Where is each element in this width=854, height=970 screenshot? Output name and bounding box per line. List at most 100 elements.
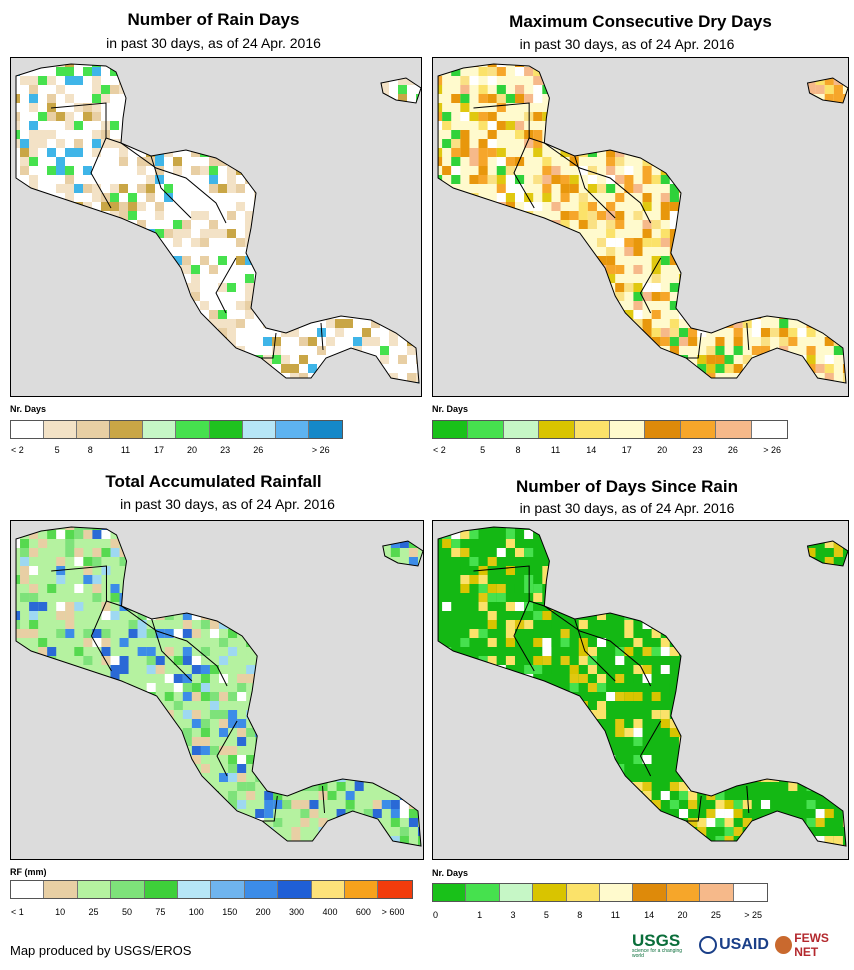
legend-swatch — [666, 884, 701, 901]
legend-ticks: < 2 5 8 11 17 20 23 26 > 26 — [10, 445, 341, 457]
panel-total-rainfall: Total Accumulated Rainfall in past 30 da… — [0, 470, 427, 930]
legend-tick-label: 17 — [153, 445, 164, 455]
panel-subtitle: in past 30 days, as of 24 Apr. 2016 — [519, 500, 735, 516]
boundary-line — [322, 785, 326, 814]
boundary-line — [216, 720, 238, 777]
legend-tick-label: 50 — [121, 907, 132, 917]
legend-tick-label: 11 — [550, 445, 561, 455]
legend-tick-label: > 600 — [381, 907, 405, 917]
land-area — [438, 527, 846, 846]
legend-tick-label: 11 — [610, 910, 621, 920]
legend-tick-label: 0 — [433, 910, 439, 920]
boundary-line — [686, 795, 702, 822]
map-max-dry-days[interactable] — [432, 57, 849, 397]
legend-tick-label: 3 — [510, 910, 516, 920]
legend-swatch — [44, 881, 78, 898]
legend-tick-label: > 26 — [763, 445, 782, 455]
legend-swatch — [716, 421, 752, 438]
legend-tick-label: 10 — [55, 907, 66, 917]
panel-subtitle: in past 30 days, as of 24 Apr. 2016 — [120, 496, 335, 512]
boundary-line — [90, 600, 112, 672]
map-frame — [437, 526, 848, 847]
legend-tick-label: 23 — [220, 445, 231, 455]
map-rain-days[interactable] — [10, 57, 422, 397]
legend-tick-label: 300 — [289, 907, 305, 917]
usaid-seal-icon — [699, 936, 718, 954]
land-area — [16, 527, 421, 846]
map-total-rainfall[interactable] — [10, 520, 424, 860]
legend-tick-label: 400 — [322, 907, 338, 917]
legend-swatch — [468, 421, 504, 438]
fews-net-logo[interactable]: FEWS NET — [774, 931, 854, 959]
boundary-line — [120, 142, 227, 224]
legend-units: Nr. Days — [10, 404, 47, 414]
boundary-line — [574, 618, 616, 682]
legend-swatch — [633, 884, 667, 901]
legend-swatch — [503, 421, 540, 438]
legend-tick-label: 1 — [477, 910, 483, 920]
boundary-line — [686, 332, 702, 359]
fews-seal-icon — [774, 936, 793, 954]
legend-tick-label: 25 — [88, 907, 99, 917]
panel-title: Maximum Consecutive Dry Days — [509, 12, 772, 31]
legend-tick-label: < 2 — [11, 445, 24, 455]
legend-swatch — [311, 881, 346, 898]
legend-swatch — [209, 421, 243, 438]
legend-tick-label: 8 — [87, 445, 93, 455]
legend-swatch — [242, 421, 276, 438]
legend-tick-label: 150 — [222, 907, 238, 917]
boundary-line — [50, 102, 122, 144]
legend-swatch — [176, 421, 210, 438]
legend-swatch — [599, 884, 634, 901]
boundary-line — [513, 137, 535, 209]
usgs-logo[interactable]: USGS science for a changing world — [632, 932, 693, 959]
legend-tick-label: 200 — [255, 907, 271, 917]
legend-swatch — [143, 421, 177, 438]
legend-tick-label: < 1 — [11, 907, 24, 917]
legend-swatch — [11, 421, 45, 438]
legend-swatch — [751, 421, 787, 438]
legend-swatch — [110, 421, 144, 438]
boundary-line — [215, 257, 237, 314]
legend-tick-label: 5 — [54, 445, 60, 455]
legend-swatch — [609, 421, 646, 438]
legend-tick-label: 5 — [480, 445, 486, 455]
legend-tick-label: 5 — [543, 910, 549, 920]
legend-units: RF (mm) — [10, 867, 47, 877]
map-frame — [15, 526, 423, 847]
boundary-line — [639, 720, 662, 777]
legend-swatch — [566, 884, 600, 901]
legend-tick-label: > 26 — [311, 445, 330, 455]
boundary-line — [382, 540, 423, 567]
usgs-wordmark: USGS — [632, 930, 681, 950]
legend-swatch — [77, 421, 111, 438]
map-frame — [15, 63, 421, 384]
boundary-line — [15, 526, 422, 847]
legend-swatch — [378, 881, 412, 898]
usaid-logo[interactable]: USAID — [699, 936, 769, 954]
legend-ticks: < 2 5 8 11 14 17 20 23 26 > 26 — [432, 445, 786, 457]
legend-swatch — [345, 881, 379, 898]
legend-bar — [432, 883, 768, 902]
legend-ticks: 0 1 3 5 8 11 14 20 25 > 25 — [432, 910, 766, 922]
boundary-line — [639, 257, 662, 314]
legend-swatch — [275, 421, 309, 438]
boundary-line — [15, 63, 420, 384]
boundary-line — [90, 137, 112, 209]
legend-tick-label: 600 — [355, 907, 371, 917]
legend-ticks: < 1 10 25 50 75 100 150 200 300 400 600 > 600 — [10, 907, 411, 919]
legend-tick-label: > 25 — [744, 910, 763, 920]
boundary-line — [746, 785, 750, 814]
legend-swatch — [144, 881, 179, 898]
legend-swatch — [433, 421, 469, 438]
legend-swatch — [111, 881, 145, 898]
panel-title: Number of Days Since Rain — [515, 477, 738, 496]
legend-swatch — [211, 881, 245, 898]
boundary-line — [150, 155, 192, 219]
boundary-line — [806, 540, 848, 567]
legend-tick-label: 23 — [692, 445, 703, 455]
legend-tick-label: 20 — [187, 445, 198, 455]
legend-swatch — [533, 884, 567, 901]
boundary-line — [121, 605, 228, 687]
map-days-since-rain[interactable] — [432, 520, 849, 860]
